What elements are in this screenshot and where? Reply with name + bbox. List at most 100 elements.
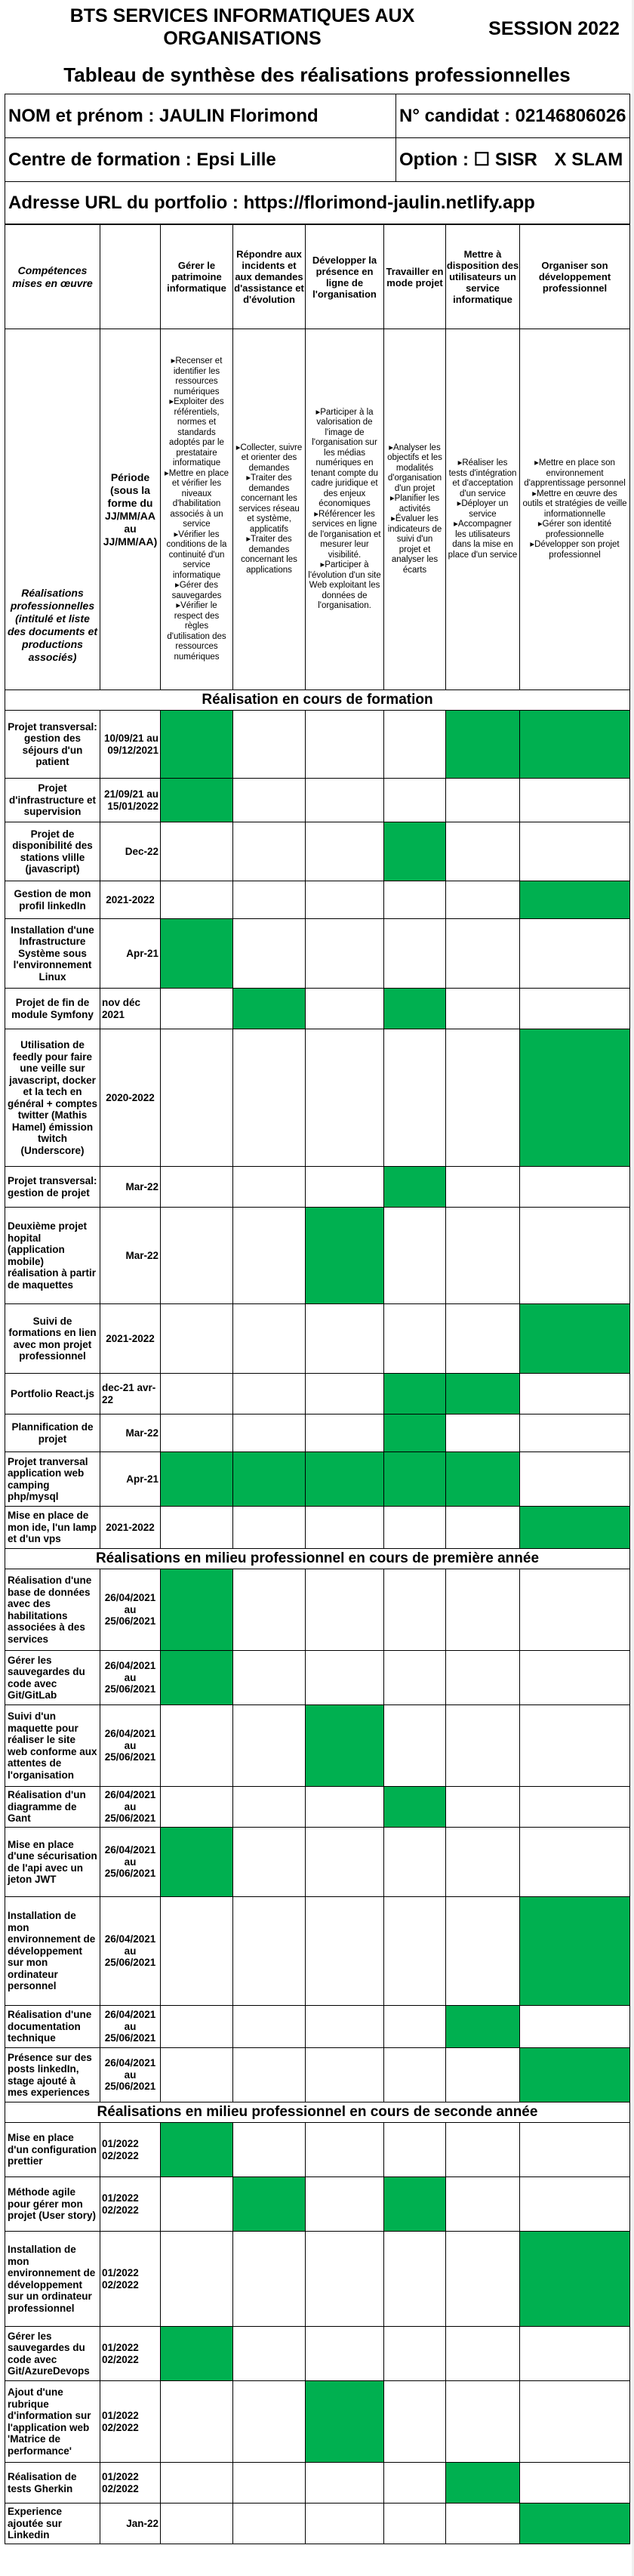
competence-check-empty bbox=[305, 1414, 384, 1452]
competence-check-empty bbox=[160, 1896, 233, 2006]
competence-check-empty bbox=[445, 2047, 520, 2102]
realisation-periode: 26/04/2021 au 25/06/2021 bbox=[100, 1896, 161, 2006]
competence-check-filled bbox=[519, 1896, 630, 2006]
competence-check-empty bbox=[519, 778, 630, 822]
competence-check-empty bbox=[383, 710, 446, 779]
competence-check-filled bbox=[160, 2122, 233, 2177]
synthesis-table: Compétences mises en œuvre Gérer le patr… bbox=[5, 224, 630, 2544]
competence-check-empty bbox=[519, 988, 630, 1029]
competence-check-empty bbox=[232, 710, 306, 779]
competence-check-empty bbox=[232, 918, 306, 989]
realisation-row: Gérer les sauvegardes du code avec Git/G… bbox=[5, 1650, 630, 1705]
competence-col-4: Travailler en mode projet bbox=[383, 224, 446, 329]
realisation-row: Projet transversal: gestion des séjours … bbox=[5, 710, 630, 779]
page-scrollbar[interactable] bbox=[632, 0, 634, 2576]
realisation-row: Méthode agile pour gérer mon projet (Use… bbox=[5, 2176, 630, 2232]
realisation-periode: 26/04/2021 au 25/06/2021 bbox=[100, 1827, 161, 1897]
competence-check-empty bbox=[232, 2462, 306, 2504]
competence-check-filled bbox=[519, 881, 630, 919]
option-sisr-checkbox: ☐ SISR bbox=[473, 150, 537, 170]
competence-check-empty bbox=[519, 1827, 630, 1897]
competence-check-empty bbox=[232, 1827, 306, 1897]
competence-check-empty bbox=[305, 2462, 384, 2504]
competence-check-empty bbox=[160, 2503, 233, 2544]
competence-check-empty bbox=[305, 822, 384, 881]
realisation-row: Experience ajoutée sur Linkedin Jan-22 bbox=[5, 2503, 630, 2544]
competence-check-empty bbox=[445, 1704, 520, 1787]
competence-check-filled bbox=[445, 2005, 520, 2048]
competence-check-filled bbox=[519, 2503, 630, 2544]
competence-check-empty bbox=[305, 1373, 384, 1414]
competence-check-empty bbox=[232, 1207, 306, 1304]
competence-check-empty bbox=[445, 1786, 520, 1828]
competence-check-filled bbox=[383, 1414, 446, 1452]
competence-check-empty bbox=[519, 1166, 630, 1208]
realisation-row: Projet tranversal application web campin… bbox=[5, 1452, 630, 1507]
realisation-periode: Apr-21 bbox=[100, 918, 161, 989]
competence-check-empty bbox=[445, 1029, 520, 1167]
table-title: Tableau de synthèse des réalisations pro… bbox=[63, 63, 571, 86]
realisation-row: Gestion de mon profil linkedIn 2021-2022 bbox=[5, 881, 630, 919]
realisation-periode: 26/04/2021 au 25/06/2021 bbox=[100, 1650, 161, 1705]
competence-check-empty bbox=[232, 2047, 306, 2102]
competence-check-empty bbox=[305, 1166, 384, 1208]
competence-check-empty bbox=[445, 918, 520, 989]
realisation-row: Deuxième projet hopital (application mob… bbox=[5, 1207, 630, 1304]
competence-check-filled bbox=[232, 1452, 306, 1507]
competence-check-empty bbox=[305, 2005, 384, 2048]
competence-check-empty bbox=[232, 881, 306, 919]
competence-col-2: Répondre aux incidents et aux demandes d… bbox=[232, 224, 306, 329]
realisation-row: Mise en place d'un configuration prettie… bbox=[5, 2122, 630, 2177]
realisation-periode: Apr-21 bbox=[100, 1452, 161, 1507]
competence-desc-4: ▸Analyser les objectifs et les modalités… bbox=[383, 329, 446, 690]
competence-check-empty bbox=[232, 822, 306, 881]
realisation-row: Présence sur des posts linkedIn, stage a… bbox=[5, 2047, 630, 2102]
competence-check-filled bbox=[305, 2380, 384, 2463]
realisation-name: Gérer les sauvegardes du code avec Git/G… bbox=[5, 1650, 100, 1705]
realisation-row: Installation de mon environnement de dév… bbox=[5, 1896, 630, 2006]
realisation-periode: 01/2022 02/2022 bbox=[100, 2231, 161, 2327]
competence-desc-3: ▸Participer à la valorisation de l'image… bbox=[305, 329, 384, 690]
competence-check-empty bbox=[445, 1650, 520, 1705]
competence-desc-5: ▸Réaliser les tests d'intégration et d'a… bbox=[445, 329, 520, 690]
competence-check-filled bbox=[160, 710, 233, 779]
competence-check-empty bbox=[519, 1207, 630, 1304]
competence-check-empty bbox=[519, 2380, 630, 2463]
document-header: BTS SERVICES INFORMATIQUES AUX ORGANISAT… bbox=[5, 0, 629, 94]
competence-check-empty bbox=[519, 918, 630, 989]
competence-check-filled bbox=[445, 1373, 520, 1414]
competence-check-empty bbox=[445, 1166, 520, 1208]
competence-check-empty bbox=[232, 1896, 306, 2006]
realisation-periode: 26/04/2021 au 25/06/2021 bbox=[100, 1786, 161, 1828]
competence-desc-2: ▸Collecter, suivre et orienter des deman… bbox=[232, 329, 306, 690]
realisation-row: Projet de disponibilité des stations vli… bbox=[5, 822, 630, 881]
realisation-row: Suivi d'un maquette pour réaliser le sit… bbox=[5, 1704, 630, 1787]
competence-check-empty bbox=[383, 2462, 446, 2504]
competence-check-empty bbox=[305, 1827, 384, 1897]
section-title: Réalisation en cours de formation bbox=[5, 690, 630, 711]
realisation-name: Experience ajoutée sur Linkedin bbox=[5, 2503, 100, 2544]
competence-check-empty bbox=[232, 1414, 306, 1452]
competence-check-empty bbox=[445, 778, 520, 822]
realisation-periode: 2021-2022 bbox=[100, 1303, 161, 1374]
competence-check-empty bbox=[519, 2122, 630, 2177]
competence-check-empty bbox=[383, 1704, 446, 1787]
competence-check-empty bbox=[160, 988, 233, 1029]
realisation-row: Installation d'une Infrastructure Systèm… bbox=[5, 918, 630, 989]
realisation-name: Projet de disponibilité des stations vli… bbox=[5, 822, 100, 881]
competence-check-empty bbox=[445, 1569, 520, 1651]
competence-check-empty bbox=[305, 1786, 384, 1828]
competence-check-empty bbox=[160, 822, 233, 881]
realisation-row: Ajout d'une rubrique d'information sur l… bbox=[5, 2380, 630, 2463]
realisation-name: Présence sur des posts linkedIn, stage a… bbox=[5, 2047, 100, 2102]
realisation-periode: nov déc 2021 bbox=[100, 988, 161, 1029]
competence-check-filled bbox=[160, 778, 233, 822]
competence-check-empty bbox=[445, 1207, 520, 1304]
realisation-periode: dec-21 avr-22 bbox=[100, 1373, 161, 1414]
competence-check-empty bbox=[232, 1569, 306, 1651]
competence-check-empty bbox=[445, 2122, 520, 2177]
section-title: Réalisations en milieu professionnel en … bbox=[5, 1548, 630, 1569]
competence-check-filled bbox=[160, 1650, 233, 1705]
realisation-periode: Mar-22 bbox=[100, 1414, 161, 1452]
bts-title: BTS SERVICES INFORMATIQUES AUX ORGANISAT… bbox=[69, 5, 415, 49]
